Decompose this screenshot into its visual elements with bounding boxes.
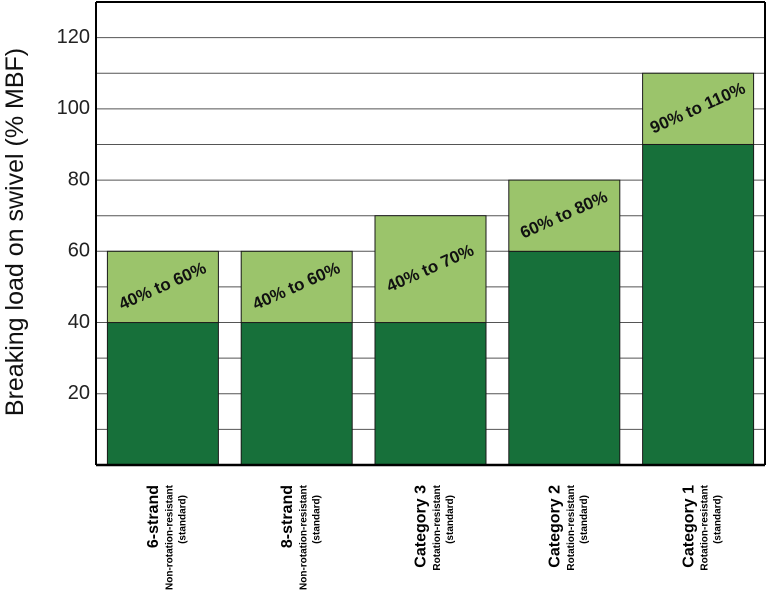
- bar-range-segment: [374, 215, 487, 324]
- bar-range-segment: [106, 250, 219, 324]
- bars: [106, 72, 755, 466]
- category-name: 8-strand: [279, 485, 296, 548]
- bar-range-segment: [642, 72, 755, 145]
- y-tick-label: 20: [68, 382, 90, 404]
- category-type: Non-rotation-resistant: [298, 484, 309, 590]
- category-note: (standard): [311, 495, 322, 544]
- plot-frame: [95, 1, 766, 467]
- category-note: (standard): [178, 495, 189, 544]
- category-type: Rotation-resistant: [566, 484, 577, 570]
- category-type: Rotation-resistant: [700, 484, 711, 570]
- bar-base-segment: [106, 322, 219, 466]
- category-name: Category 1: [680, 485, 697, 568]
- category-label: Category 3 Rotation-resistant (standard): [413, 484, 456, 570]
- category-label: Category 1 Rotation-resistant (standard): [680, 484, 723, 570]
- bar-base-segment: [642, 143, 755, 466]
- category-note: (standard): [713, 495, 724, 544]
- category-type: Rotation-resistant: [432, 484, 443, 570]
- y-tick-label: 40: [68, 311, 90, 333]
- category-label: 6-strand Non-rotation-resistant (standard): [145, 484, 188, 590]
- y-tick-label: 80: [68, 168, 90, 190]
- bar-base-segment: [508, 250, 621, 466]
- category-name: Category 3: [413, 485, 430, 568]
- bar-base-segment: [240, 322, 353, 466]
- bar-range-segment: [508, 179, 621, 252]
- y-tick-label: 100: [57, 97, 90, 119]
- bar-range-segment: [240, 250, 353, 324]
- category-note: (standard): [579, 495, 590, 544]
- y-tick-label: 120: [57, 26, 90, 48]
- y-tick-label: 60: [68, 240, 90, 262]
- category-label: Category 2 Rotation-resistant (standard): [547, 484, 590, 570]
- category-note: (standard): [445, 495, 456, 544]
- bar-base-segment: [374, 322, 487, 466]
- category-name: Category 2: [547, 485, 564, 568]
- category-type: Non-rotation-resistant: [165, 484, 176, 590]
- category-label: 8-strand Non-rotation-resistant (standard): [279, 484, 322, 590]
- x-axis-categories: 6-strand Non-rotation-resistant (standard)…: [145, 484, 724, 590]
- y-axis-title: Breaking load on swivel (% MBF): [1, 48, 29, 416]
- y-axis-ticks: 20 40 60 80 100 120: [57, 26, 90, 404]
- category-name: 6-strand: [145, 485, 162, 548]
